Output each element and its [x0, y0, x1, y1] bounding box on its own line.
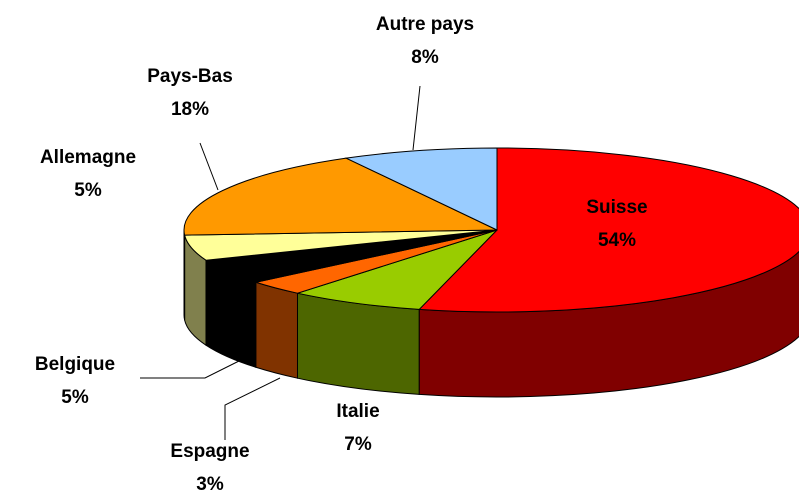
- leader-line: [140, 357, 246, 379]
- slice-label: Italie: [336, 401, 379, 422]
- slice-label: Autre pays: [376, 14, 474, 35]
- slice-value-label: 54%: [598, 230, 636, 251]
- slice-label: Espagne: [170, 441, 249, 462]
- slice-value-label: 7%: [344, 434, 372, 455]
- slice: [183, 157, 498, 236]
- slice-label: Suisse: [586, 197, 647, 218]
- leader-line: [199, 142, 219, 191]
- slice-value-label: 3%: [196, 474, 224, 491]
- slice-value-label: 5%: [61, 387, 89, 408]
- slice: [418, 147, 799, 313]
- slice-value-label: 8%: [411, 47, 439, 68]
- slice-value-label: 18%: [171, 99, 209, 120]
- slice-label: Belgique: [35, 354, 115, 375]
- slice-label: Pays-Bas: [147, 66, 233, 87]
- slice-value-label: 5%: [74, 180, 102, 201]
- leader-line: [224, 377, 281, 440]
- slice-label: Allemagne: [40, 147, 136, 168]
- slice-side: [183, 229, 186, 321]
- slice: [344, 147, 498, 231]
- leader-line: [412, 85, 421, 151]
- slice: [295, 229, 498, 310]
- slice-side: [255, 281, 298, 379]
